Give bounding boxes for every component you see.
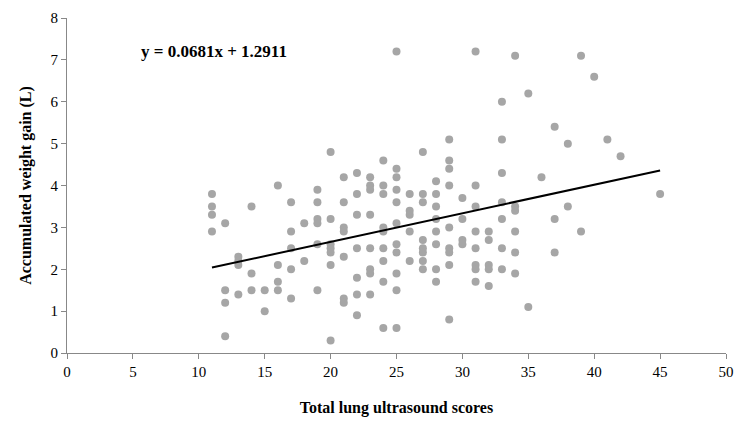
svg-text:5: 5 [129, 364, 137, 380]
svg-text:3: 3 [51, 220, 59, 236]
svg-text:45: 45 [653, 364, 668, 380]
svg-text:y = 0.0681x + 1.2911: y = 0.0681x + 1.2911 [141, 42, 287, 61]
svg-text:20: 20 [323, 364, 338, 380]
svg-text:0: 0 [63, 364, 71, 380]
svg-text:6: 6 [51, 94, 59, 110]
svg-text:8: 8 [51, 10, 59, 26]
svg-text:25: 25 [389, 364, 404, 380]
svg-text:10: 10 [191, 364, 206, 380]
svg-text:Total lung ultrasound scores: Total lung ultrasound scores [300, 399, 493, 417]
svg-text:1: 1 [51, 303, 59, 319]
svg-text:50: 50 [719, 364, 734, 380]
svg-text:Accumulated weight gain (L): Accumulated weight gain (L) [17, 86, 35, 285]
svg-text:30: 30 [455, 364, 470, 380]
svg-text:5: 5 [51, 136, 59, 152]
svg-text:0: 0 [51, 345, 59, 361]
svg-text:7: 7 [51, 52, 59, 68]
svg-text:2: 2 [51, 262, 59, 278]
svg-text:40: 40 [587, 364, 602, 380]
svg-text:4: 4 [51, 178, 59, 194]
svg-text:35: 35 [521, 364, 536, 380]
svg-text:15: 15 [257, 364, 272, 380]
